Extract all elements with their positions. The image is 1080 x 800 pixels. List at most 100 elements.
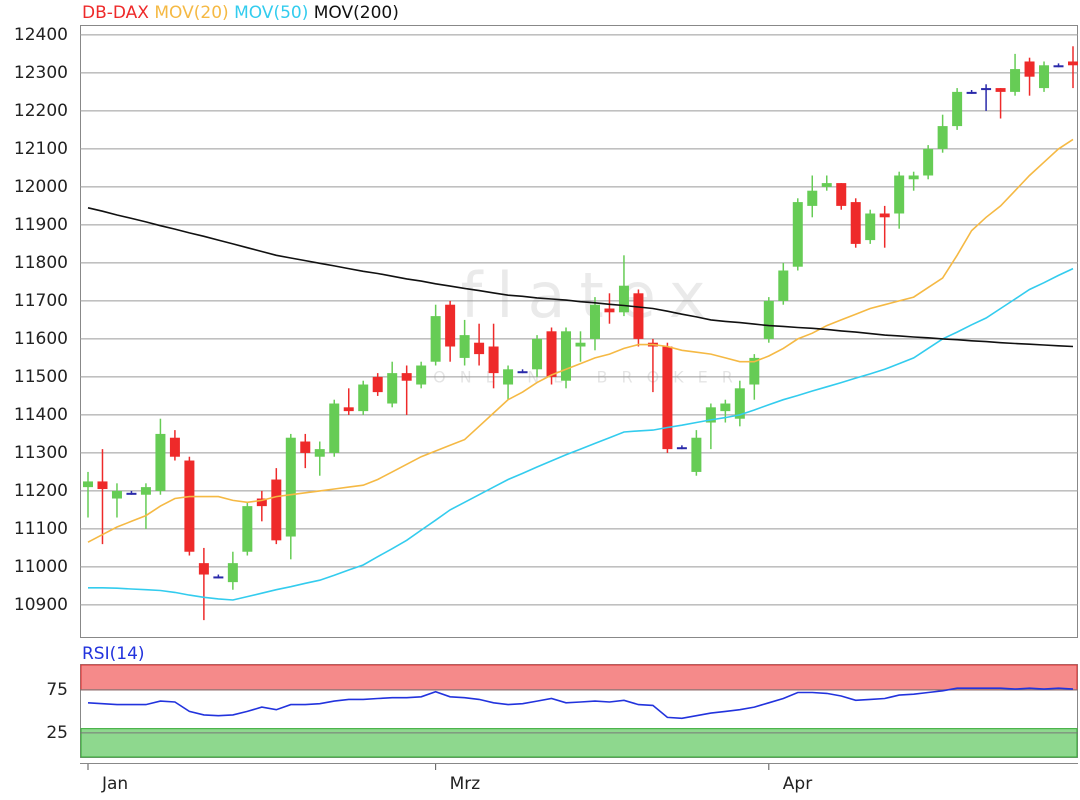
candle-body bbox=[749, 357, 760, 385]
candle-body bbox=[155, 433, 166, 491]
y-tick-label: 11500 bbox=[14, 367, 68, 387]
candle-body bbox=[807, 190, 818, 206]
candle-body bbox=[271, 479, 282, 541]
y-tick-label: 10900 bbox=[14, 595, 68, 615]
candle-body bbox=[604, 308, 615, 313]
candle-body bbox=[213, 576, 224, 579]
candle-body bbox=[981, 88, 992, 91]
candle-body bbox=[894, 175, 905, 214]
candle-body bbox=[995, 88, 1006, 92]
candle-body bbox=[734, 388, 745, 419]
y-tick-label: 12300 bbox=[14, 63, 68, 83]
candle-body bbox=[459, 335, 470, 358]
legend-entry: MOV(200) bbox=[314, 3, 399, 23]
x-tick-label: Mrz bbox=[450, 774, 481, 794]
candle-body bbox=[633, 293, 644, 339]
candle-body bbox=[923, 148, 934, 176]
y-tick-label: 11100 bbox=[14, 519, 68, 539]
candle-body bbox=[589, 304, 600, 339]
y-tick-label: 11400 bbox=[14, 405, 68, 425]
candle-body bbox=[503, 369, 514, 385]
candle-body bbox=[1039, 65, 1050, 89]
y-tick-label: 11600 bbox=[14, 329, 68, 349]
candle-body bbox=[778, 270, 789, 301]
candle-body bbox=[387, 373, 398, 404]
moving-average bbox=[87, 207, 1074, 348]
candle-body bbox=[126, 492, 137, 495]
rsi-band bbox=[80, 664, 1078, 691]
plot bbox=[83, 46, 1078, 720]
candle-body bbox=[242, 506, 253, 552]
y-tick-label: 12200 bbox=[14, 101, 68, 121]
candle-body bbox=[618, 285, 629, 313]
candle-body bbox=[97, 481, 108, 490]
candle-body bbox=[416, 365, 427, 385]
candle-body bbox=[1053, 65, 1064, 68]
candle-body bbox=[517, 371, 528, 374]
candle-body bbox=[488, 346, 499, 374]
candle-body bbox=[937, 126, 948, 149]
moving-average bbox=[87, 138, 1074, 543]
y-tick-label: 11200 bbox=[14, 481, 68, 501]
legend-entry: MOV(50) bbox=[234, 3, 308, 23]
candle-body bbox=[343, 407, 354, 412]
candle-body bbox=[908, 175, 919, 180]
watermark-logo: flatex bbox=[460, 259, 719, 332]
candle-body bbox=[952, 91, 963, 127]
y-tick-label: 12000 bbox=[14, 177, 68, 197]
rsi-tick-label: 25 bbox=[46, 723, 68, 743]
grid: 10900 11000 11100 11200 11300 11400 11500 11600… bbox=[14, 25, 1078, 794]
candle-body bbox=[1024, 61, 1035, 77]
candle-body bbox=[691, 437, 702, 472]
candle-body bbox=[140, 487, 151, 495]
candle-body bbox=[561, 331, 572, 381]
y-tick-label: 11800 bbox=[14, 253, 68, 273]
candle-body bbox=[184, 460, 195, 552]
y-tick-label: 11000 bbox=[14, 557, 68, 577]
candle-body bbox=[821, 183, 832, 187]
candle-body bbox=[575, 342, 586, 347]
legend-entry: MOV(20) bbox=[154, 3, 228, 23]
candle-body bbox=[720, 403, 731, 412]
moving-average bbox=[88, 267, 1074, 601]
y-tick-label: 12100 bbox=[14, 139, 68, 159]
y-tick-label: 11900 bbox=[14, 215, 68, 235]
candle-body bbox=[1068, 61, 1078, 66]
legend: DB-DAX MOV(20) MOV(50) MOV(200) bbox=[82, 3, 399, 23]
candle-body bbox=[836, 183, 847, 206]
legend-entry: DB-DAX bbox=[82, 3, 149, 23]
candle-body bbox=[850, 202, 861, 244]
candle-body bbox=[865, 213, 876, 241]
y-tick-label: 11300 bbox=[14, 443, 68, 463]
candle-body bbox=[546, 331, 557, 377]
candle-body bbox=[1010, 69, 1021, 92]
rsi-title: RSI(14) bbox=[82, 644, 145, 664]
candle-body bbox=[198, 563, 209, 575]
candle-body bbox=[314, 449, 325, 457]
candle-body bbox=[705, 407, 716, 423]
candle-body bbox=[372, 376, 383, 393]
candle-body bbox=[285, 437, 296, 537]
candle-body bbox=[532, 338, 543, 370]
x-tick-label: Jan bbox=[101, 774, 128, 794]
y-tick-label: 12400 bbox=[14, 25, 68, 45]
rsi-tick-label: 75 bbox=[46, 680, 68, 700]
x-tick-label: Apr bbox=[783, 774, 812, 794]
candle-body bbox=[430, 316, 441, 362]
candle-body bbox=[792, 202, 803, 267]
candle-body bbox=[83, 481, 93, 488]
candle-body bbox=[763, 300, 774, 339]
candle-body bbox=[227, 563, 238, 583]
candle-body bbox=[676, 447, 687, 450]
candle-body bbox=[358, 384, 369, 412]
candle-body bbox=[474, 342, 485, 355]
candle-body bbox=[662, 346, 673, 450]
candle-body bbox=[111, 490, 122, 499]
candle-body bbox=[169, 437, 180, 457]
candle-body bbox=[879, 213, 890, 218]
candle-body bbox=[300, 441, 311, 453]
rsi-line bbox=[87, 687, 1074, 720]
candle-body bbox=[256, 498, 267, 507]
candle-body bbox=[401, 373, 412, 381]
y-tick-label: 11700 bbox=[14, 291, 68, 311]
